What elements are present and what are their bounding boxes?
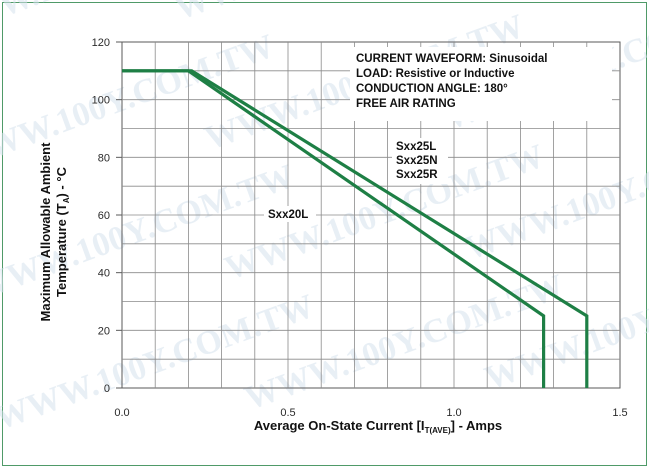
y-axis-title: Maximum Allowable Ambient Temperature (T…	[38, 142, 71, 322]
conditions-box	[350, 47, 612, 121]
y-axis-title-line1: Maximum Allowable Ambient	[38, 142, 53, 322]
y-tick-label: 20	[98, 325, 110, 337]
series-lines	[122, 69, 589, 388]
x-tick-label: 0.0	[114, 407, 129, 419]
series-label-sxx25-line: Sxx25N	[396, 155, 438, 167]
y-tick-label: 80	[98, 152, 110, 164]
x-tick-label: 0.5	[280, 407, 295, 419]
series-label-sxx20l: Sxx20L	[268, 209, 308, 221]
series-label-bg-sxx25	[392, 138, 448, 184]
watermark-text: WWW.100Y.COM.TW	[170, 0, 499, 28]
x-tick-label: 1.5	[612, 407, 627, 419]
x-axis-title: Average On-State Current [IT(AVE)] - Amp…	[254, 418, 502, 435]
condition-line: CURRENT WAVEFORM: Sinusoidal	[356, 53, 547, 65]
watermark-text: WWW.100Y.COM.TW	[240, 268, 569, 418]
series-label-sxx25-group: Sxx25L Sxx25N Sxx25R	[396, 141, 438, 181]
y-tick-label: 120	[92, 37, 110, 49]
series-label-sxx25-line: Sxx25L	[396, 141, 436, 153]
tick-labels: 0 20 40 60 80 100 120 0.0 0.5 1.0 1.5	[92, 37, 628, 419]
y-tick-label: 40	[98, 268, 110, 280]
watermark-text: WWW.100Y.COM.TW	[410, 0, 649, 8]
y-tick-label: 60	[98, 210, 110, 222]
condition-line: LOAD: Resistive or Inductive	[356, 68, 514, 80]
series-line-sxx25	[122, 69, 589, 388]
series-label-bg-sxx20	[264, 206, 316, 222]
series-label-sxx25-line: Sxx25R	[396, 169, 438, 181]
y-tick-label: 100	[92, 95, 110, 107]
condition-line: CONDUCTION ANGLE: 180°	[356, 83, 508, 95]
conditions-text: CURRENT WAVEFORM: Sinusoidal LOAD: Resist…	[356, 53, 547, 110]
y-axis-title-line2: Temperature (TA) - °C	[54, 166, 71, 297]
x-tick-label: 1.0	[446, 407, 461, 419]
condition-line: FREE AIR RATING	[356, 98, 456, 110]
y-tick-label: 0	[104, 383, 110, 395]
